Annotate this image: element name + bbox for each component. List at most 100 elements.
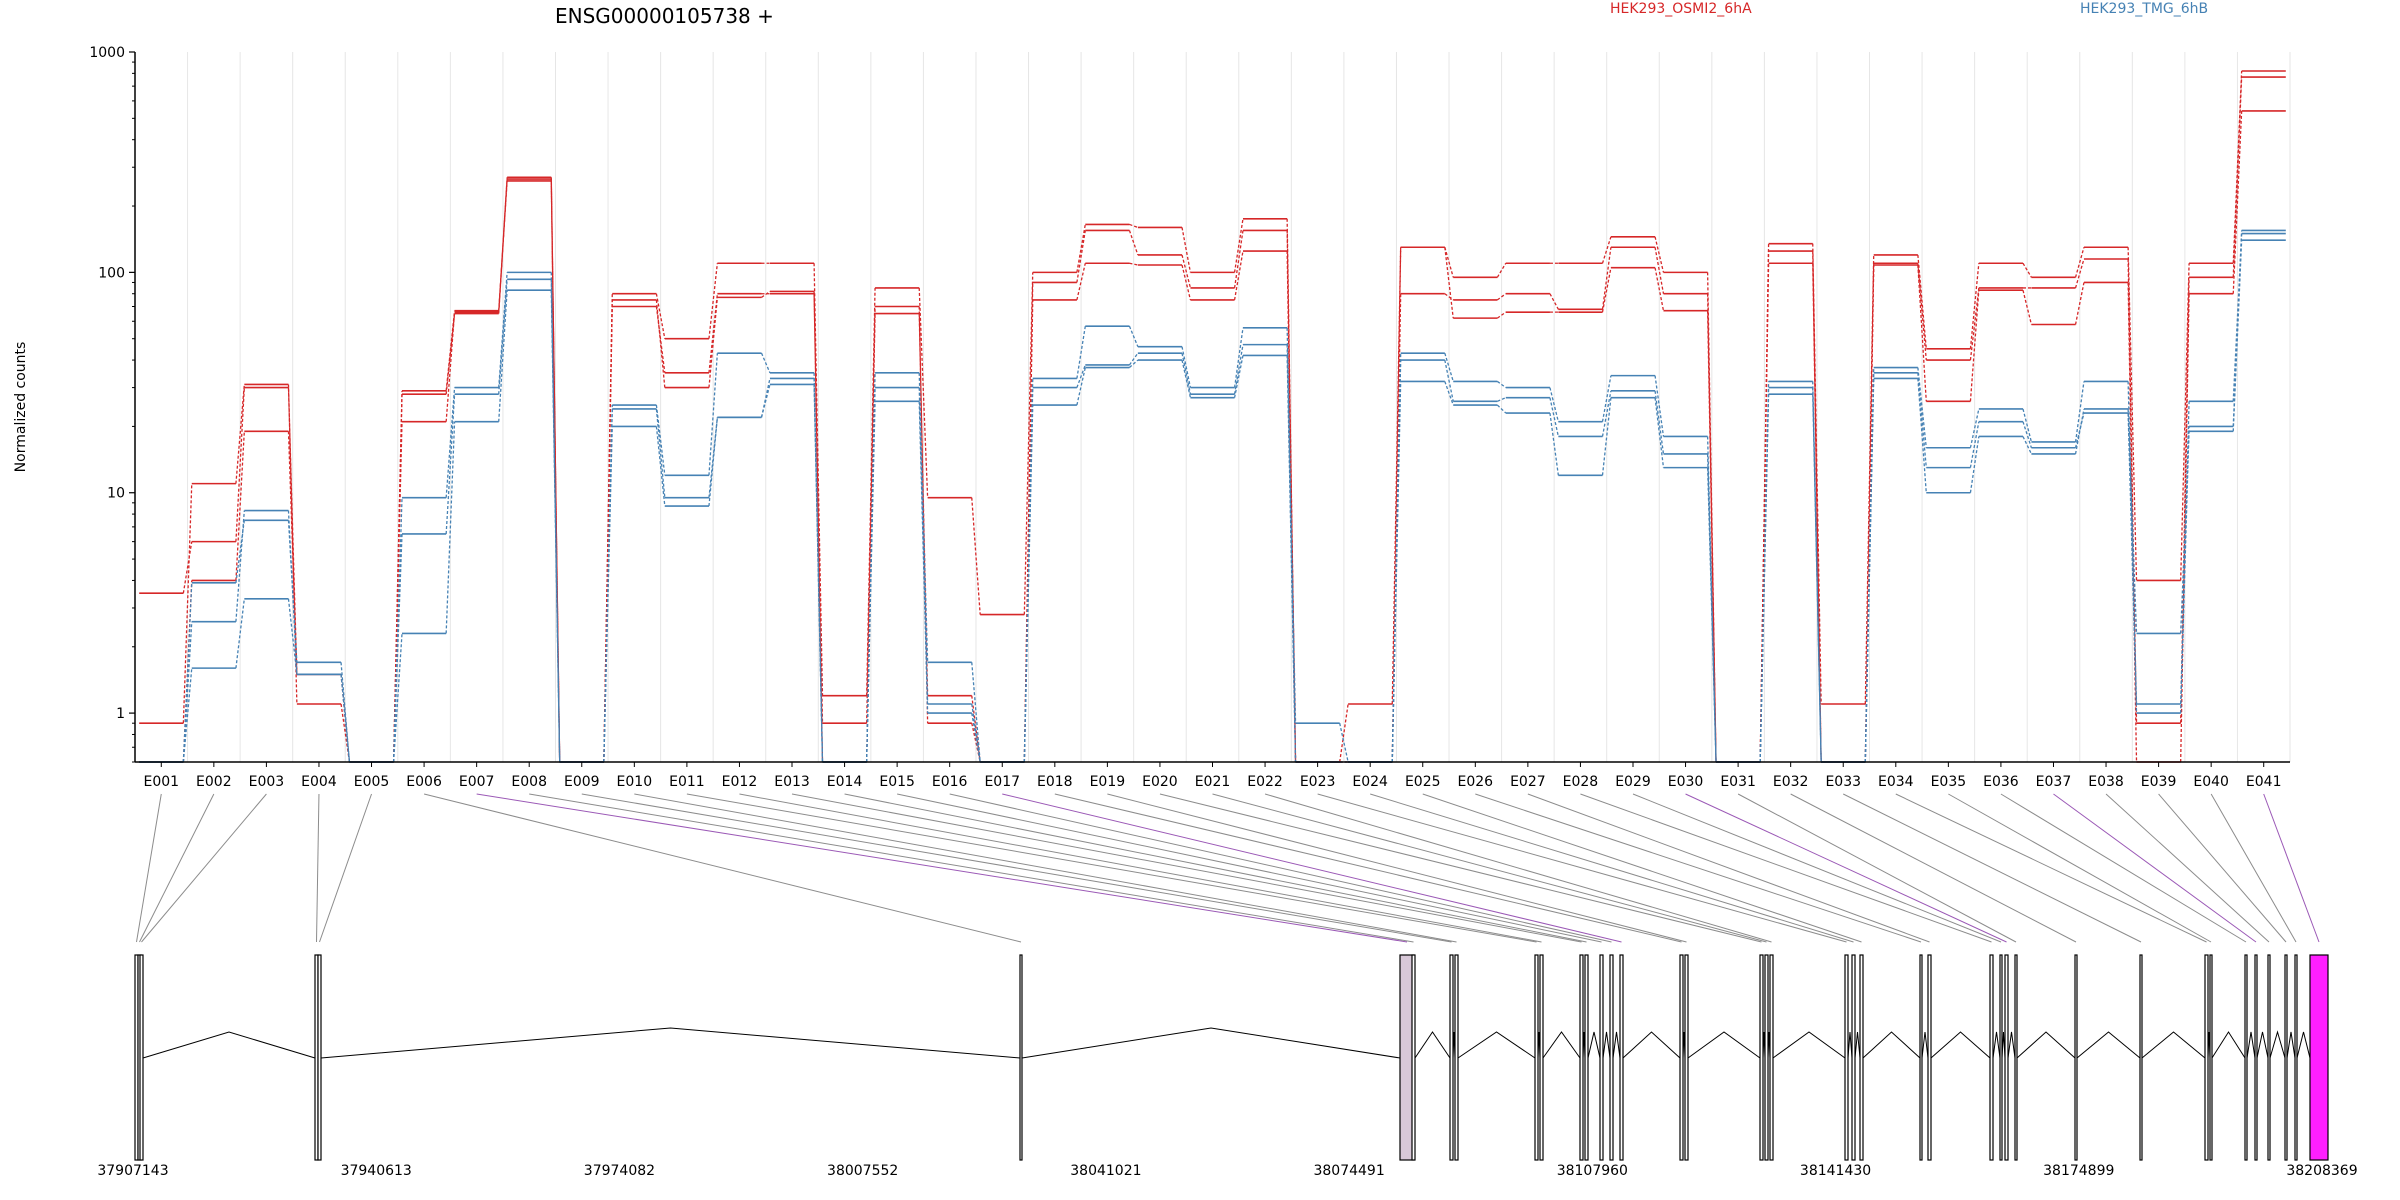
exon-label: E027 [1510,774,1546,790]
series-connector [1233,250,1244,301]
exon-box [1769,954,1774,1161]
series-connector [1391,381,1402,763]
exon-box [1851,954,1856,1161]
series-connector [918,401,929,714]
exon-box [2014,954,2018,1161]
exon-label: E004 [301,774,337,790]
series-connector [2180,263,2190,581]
exon-connector [1370,793,1854,943]
series-connector [603,426,613,763]
exon-box [1019,954,1023,1161]
exon-label: E022 [1247,774,1283,790]
genomic-coordinate-label: 38007552 [827,1163,898,1179]
exon-connector [423,793,1022,943]
genomic-coordinate-label: 37907143 [97,1163,168,1179]
series-connector [2180,426,2190,714]
series-connector [1497,311,1507,319]
genomic-coordinate-label: 38141430 [1800,1163,1871,1179]
intron-line [1457,1031,1536,1059]
series-connector [1181,346,1192,388]
series-connector [1601,397,1612,476]
exon-connector [141,793,267,943]
series-connector [1129,223,1139,229]
series-connector [1076,367,1086,406]
axes: 1 10 100 1000 E001 E002 E003 E004 E005 E006 E007 E0… [89,45,2290,790]
y-tick-label: 1000 [89,45,125,61]
exon-label: E021 [1195,774,1231,790]
series-connector [1917,263,1927,361]
series-connector [1601,267,1612,313]
intron-line [1921,1031,1929,1059]
exon-label: E035 [1931,774,1967,790]
series-connector [708,263,719,339]
exon-connector [634,793,1457,943]
intron-line [320,1027,1021,1059]
intron-line [2296,1031,2311,1059]
exon-connector [1790,793,2077,943]
y-tick-label: 10 [107,486,125,502]
series-connector [918,387,929,705]
exon-box [1584,954,1589,1161]
series-connector [1181,254,1192,289]
series-connector [1233,355,1244,398]
series-connector [392,497,403,763]
series-connector [2127,381,2138,705]
series-connector [182,668,193,763]
exon-label: E019 [1090,774,1126,790]
exon-connector [1107,793,1687,943]
exon-box [2254,954,2258,1161]
series-connector [1917,378,1927,493]
series-connector [235,384,245,484]
series-connector [182,541,193,594]
series-connector [1181,227,1192,273]
series-connector [1076,326,1086,379]
series-connector [813,384,824,763]
exon-label: E025 [1405,774,1441,790]
exon-box [1844,954,1849,1161]
exon-box [1539,954,1544,1161]
exon-label: E013 [774,774,810,790]
exon-label: E008 [511,774,547,790]
series-connector [235,598,245,669]
series-connector [1759,263,1770,763]
series-connector [445,312,456,422]
series-connector [2022,262,2032,278]
series-connector [1654,267,1665,311]
intron-line [1772,1031,1846,1059]
series-connector [445,387,456,498]
series-connector [2232,76,2243,278]
series-line [139,70,2286,763]
series-connector [498,279,508,395]
series-connector [1339,723,1349,763]
exon-label: E031 [1720,774,1756,790]
series-connector [1076,230,1086,283]
exon-label: E015 [879,774,915,790]
exon-label: E009 [564,774,600,790]
y-axis-label: Normalized counts [13,342,29,473]
exon-label: E007 [459,774,495,790]
series-connector [1444,381,1454,406]
series-connector [1549,387,1559,422]
series-connector [1549,412,1559,476]
genomic-coordinate-label: 38074491 [1313,1163,1384,1179]
series-connector [1917,254,1927,349]
series-connector [1233,327,1244,388]
exon-connector [2000,793,2247,943]
series-connector [287,598,298,675]
series-connector [1128,352,1139,366]
exon-connector [2210,793,2297,943]
exon-box [1411,954,1416,1161]
series-connector [2022,408,2033,443]
exon-box [1859,954,1864,1161]
intron-line [1602,1031,1611,1059]
exon-connector [581,793,1452,943]
series-connector [1496,262,1507,278]
exon-connector [739,793,1542,943]
series-connector [2022,290,2033,325]
series-connector [655,426,666,507]
exon-label: E003 [249,774,285,790]
series-connector [1549,397,1559,437]
exon-box [1679,954,1684,1161]
series-connector [1128,325,1139,347]
